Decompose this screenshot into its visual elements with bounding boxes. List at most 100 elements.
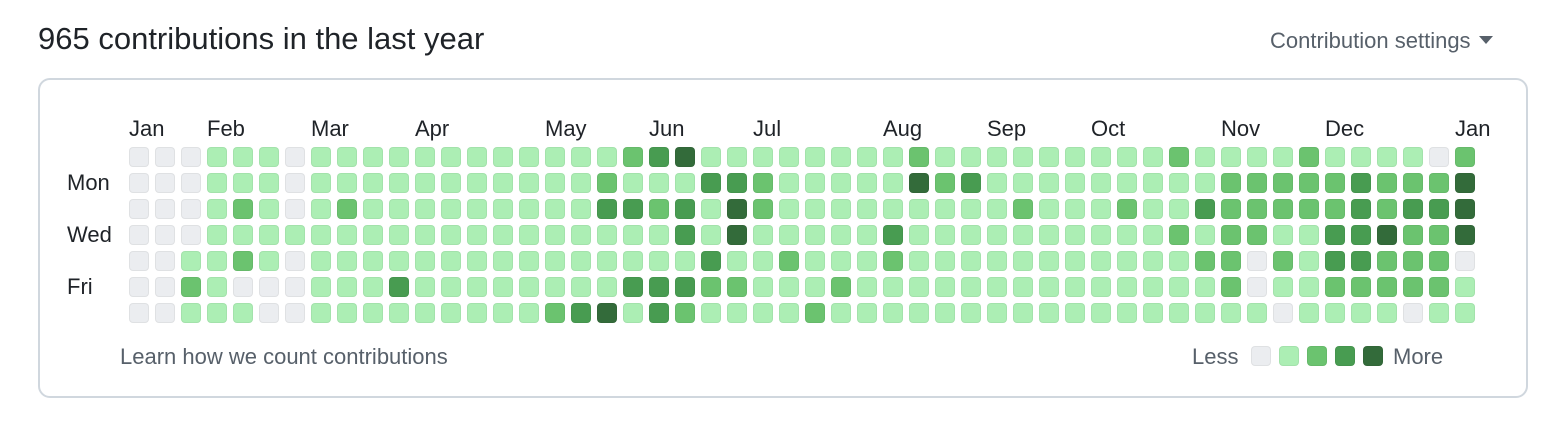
contribution-cell[interactable] (1143, 303, 1163, 323)
contribution-cell[interactable] (1091, 173, 1111, 193)
contribution-cell[interactable] (1299, 251, 1319, 271)
contribution-cell[interactable] (701, 147, 721, 167)
contribution-cell[interactable] (233, 225, 253, 245)
contribution-cell[interactable] (155, 303, 175, 323)
contribution-cell[interactable] (597, 277, 617, 297)
contribution-cell[interactable] (1195, 303, 1215, 323)
contribution-cell[interactable] (1117, 199, 1137, 219)
contribution-cell[interactable] (571, 303, 591, 323)
contribution-cell[interactable] (649, 277, 669, 297)
contribution-cell[interactable] (1169, 225, 1189, 245)
contribution-cell[interactable] (649, 225, 669, 245)
contribution-cell[interactable] (1143, 225, 1163, 245)
contribution-cell[interactable] (233, 147, 253, 167)
contribution-cell[interactable] (363, 173, 383, 193)
contribution-cell[interactable] (415, 277, 435, 297)
contribution-cell[interactable] (1221, 199, 1241, 219)
contribution-cell[interactable] (1299, 277, 1319, 297)
contribution-cell[interactable] (207, 251, 227, 271)
contribution-cell[interactable] (545, 173, 565, 193)
contribution-cell[interactable] (1169, 173, 1189, 193)
contribution-cell[interactable] (597, 303, 617, 323)
contribution-cell[interactable] (1221, 173, 1241, 193)
contribution-cell[interactable] (207, 173, 227, 193)
contribution-cell[interactable] (701, 303, 721, 323)
contribution-cell[interactable] (519, 173, 539, 193)
contribution-cell[interactable] (207, 277, 227, 297)
contribution-cell[interactable] (155, 225, 175, 245)
contribution-cell[interactable] (701, 199, 721, 219)
contribution-cell[interactable] (857, 277, 877, 297)
contribution-cell[interactable] (311, 147, 331, 167)
contribution-cell[interactable] (389, 225, 409, 245)
contribution-cell[interactable] (1273, 277, 1293, 297)
contribution-cell[interactable] (727, 147, 747, 167)
contribution-cell[interactable] (727, 225, 747, 245)
contribution-cell[interactable] (623, 199, 643, 219)
contribution-cell[interactable] (1351, 251, 1371, 271)
contribution-cell[interactable] (1117, 303, 1137, 323)
contribution-cell[interactable] (623, 225, 643, 245)
contribution-cell[interactable] (181, 277, 201, 297)
contribution-cell[interactable] (441, 303, 461, 323)
contribution-cell[interactable] (259, 199, 279, 219)
contribution-cell[interactable] (1273, 199, 1293, 219)
contribution-cell[interactable] (1325, 251, 1345, 271)
contribution-cell[interactable] (467, 277, 487, 297)
contribution-cell[interactable] (1325, 199, 1345, 219)
contribution-cell[interactable] (1455, 147, 1475, 167)
contribution-cell[interactable] (1429, 251, 1449, 271)
contribution-cell[interactable] (363, 147, 383, 167)
contribution-cell[interactable] (1039, 147, 1059, 167)
contribution-cell[interactable] (129, 277, 149, 297)
contribution-cell[interactable] (1455, 199, 1475, 219)
contribution-cell[interactable] (155, 277, 175, 297)
contribution-cell[interactable] (233, 303, 253, 323)
contribution-cell[interactable] (363, 225, 383, 245)
contribution-cell[interactable] (285, 147, 305, 167)
contribution-cell[interactable] (181, 199, 201, 219)
contribution-cell[interactable] (883, 303, 903, 323)
contribution-cell[interactable] (285, 173, 305, 193)
contribution-cell[interactable] (545, 251, 565, 271)
contribution-cell[interactable] (1429, 147, 1449, 167)
contribution-cell[interactable] (1429, 225, 1449, 245)
contribution-cell[interactable] (779, 303, 799, 323)
contribution-cell[interactable] (597, 251, 617, 271)
contribution-cell[interactable] (1143, 251, 1163, 271)
contribution-cell[interactable] (285, 277, 305, 297)
contribution-cell[interactable] (1273, 173, 1293, 193)
contribution-cell[interactable] (831, 251, 851, 271)
contribution-cell[interactable] (441, 199, 461, 219)
contribution-cell[interactable] (363, 277, 383, 297)
contribution-cell[interactable] (675, 147, 695, 167)
contribution-cell[interactable] (441, 251, 461, 271)
contribution-cell[interactable] (441, 225, 461, 245)
contribution-cell[interactable] (233, 173, 253, 193)
contribution-cell[interactable] (519, 251, 539, 271)
contribution-cell[interactable] (493, 199, 513, 219)
contribution-cell[interactable] (701, 251, 721, 271)
contribution-cell[interactable] (519, 303, 539, 323)
contribution-cell[interactable] (181, 147, 201, 167)
contribution-cell[interactable] (1325, 147, 1345, 167)
contribution-cell[interactable] (753, 147, 773, 167)
contribution-cell[interactable] (181, 173, 201, 193)
contribution-cell[interactable] (753, 199, 773, 219)
contribution-cell[interactable] (285, 199, 305, 219)
contribution-cell[interactable] (935, 303, 955, 323)
contribution-cell[interactable] (649, 251, 669, 271)
contribution-cell[interactable] (1455, 225, 1475, 245)
contribution-cell[interactable] (1299, 147, 1319, 167)
contribution-cell[interactable] (181, 303, 201, 323)
contribution-cell[interactable] (1455, 173, 1475, 193)
contribution-cell[interactable] (1091, 225, 1111, 245)
contribution-cell[interactable] (1143, 277, 1163, 297)
contribution-cell[interactable] (961, 277, 981, 297)
contribution-cell[interactable] (415, 173, 435, 193)
contribution-cell[interactable] (1117, 225, 1137, 245)
contribution-cell[interactable] (545, 147, 565, 167)
contribution-cell[interactable] (597, 225, 617, 245)
contribution-cell[interactable] (1195, 173, 1215, 193)
contribution-cell[interactable] (831, 277, 851, 297)
